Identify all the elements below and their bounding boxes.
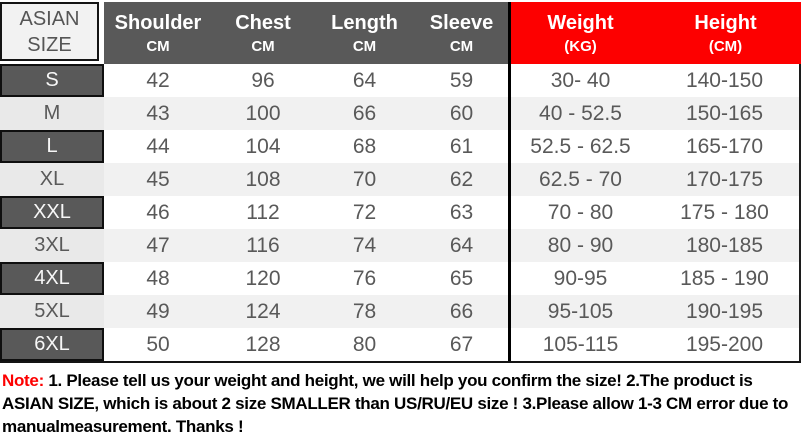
column-unit: (KG)	[564, 37, 597, 55]
sleeve-cell: 64	[415, 229, 508, 262]
shoulder-cell: 45	[104, 163, 212, 196]
size-cell: 4XL	[0, 262, 104, 295]
length-cell: 74	[314, 229, 415, 262]
height-cell: 190-195	[650, 295, 801, 328]
height-cell: 140-150	[650, 64, 801, 97]
height-cell: 165-170	[650, 130, 801, 163]
shoulder-cell: 50	[146, 332, 170, 356]
size-chart-table: ASIAN SIZE Shoulder CM Chest CM Length C…	[0, 0, 801, 363]
column-unit: CM	[352, 37, 377, 55]
shoulder-cell: 48	[146, 266, 170, 290]
column-unit: CM	[146, 37, 170, 55]
column-unit: CM	[449, 37, 474, 55]
weight-cell: 90-95	[508, 262, 650, 295]
weight-cell: 95-105	[508, 295, 650, 328]
chest-cell: 112	[246, 200, 280, 224]
note-label: Note:	[2, 371, 44, 390]
weight-cell: 52.5 - 62.5	[508, 130, 650, 163]
chest-cell: 120	[245, 266, 281, 290]
weight-cell: 30- 40	[508, 64, 650, 97]
column-label: Weight	[547, 11, 614, 34]
length-cell: 66	[314, 97, 415, 130]
size-cell: M	[0, 97, 104, 130]
length-cell: 72	[352, 200, 377, 224]
column-header-height: Height (CM)	[650, 2, 801, 64]
note-body: 1. Please tell us your weight and height…	[2, 371, 789, 436]
column-header-shoulder: Shoulder CM	[104, 2, 212, 64]
size-cell: 6XL	[0, 328, 104, 361]
sleeve-cell: 66	[415, 295, 508, 328]
height-cell: 185 - 190	[650, 262, 801, 295]
column-header-chest: Chest CM	[212, 2, 314, 64]
chest-cell: 128	[245, 332, 281, 356]
weight-cell: 40 - 52.5	[508, 97, 650, 130]
size-column-header: ASIAN SIZE	[0, 2, 99, 61]
chest-cell: 96	[251, 68, 275, 92]
length-cell: 64	[352, 68, 377, 92]
column-label: Sleeve	[429, 11, 494, 34]
shoulder-cell: 46	[146, 200, 170, 224]
sleeve-cell: 65	[449, 266, 474, 290]
column-unit: (CM)	[708, 37, 743, 55]
chest-cell: 108	[212, 163, 314, 196]
sleeve-cell: 61	[449, 134, 474, 158]
shoulder-cell: 43	[104, 97, 212, 130]
shoulder-cell: 49	[104, 295, 212, 328]
sleeve-cell: 63	[449, 200, 474, 224]
chest-cell: 100	[212, 97, 314, 130]
height-cell: 170-175	[650, 163, 801, 196]
column-label: Height	[694, 11, 757, 34]
height-cell: 175 - 180	[650, 196, 801, 229]
size-cell: 5XL	[0, 295, 104, 328]
sleeve-cell: 60	[415, 97, 508, 130]
height-cell: 180-185	[650, 229, 801, 262]
chest-cell: 124	[212, 295, 314, 328]
note-text: Note: 1. Please tell us your weight and …	[0, 363, 801, 438]
size-cell: XL	[0, 163, 104, 196]
size-header-line2: SIZE	[27, 33, 72, 56]
column-header-weight: Weight (KG)	[508, 2, 650, 64]
length-cell: 68	[352, 134, 377, 158]
weight-cell: 105-115	[508, 328, 650, 361]
length-cell: 78	[314, 295, 415, 328]
column-unit: CM	[251, 37, 275, 55]
size-cell: XXL	[0, 196, 104, 229]
column-label: Shoulder	[114, 11, 202, 34]
column-header-sleeve: Sleeve CM	[415, 2, 508, 64]
shoulder-cell: 47	[104, 229, 212, 262]
shoulder-cell: 44	[146, 134, 170, 158]
length-cell: 70	[314, 163, 415, 196]
length-cell: 76	[352, 266, 377, 290]
sleeve-cell: 59	[449, 68, 474, 92]
weight-cell: 80 - 90	[508, 229, 650, 262]
length-cell: 80	[352, 332, 377, 356]
size-header-line1: ASIAN	[19, 7, 80, 30]
column-label: Chest	[235, 11, 291, 34]
size-cell: S	[0, 64, 104, 97]
size-cell: 3XL	[0, 229, 104, 262]
height-cell: 195-200	[650, 328, 801, 361]
weight-cell: 62.5 - 70	[508, 163, 650, 196]
height-cell: 150-165	[650, 97, 801, 130]
weight-cell: 70 - 80	[508, 196, 650, 229]
sleeve-cell: 67	[449, 332, 474, 356]
shoulder-cell: 42	[146, 68, 170, 92]
chest-cell: 104	[245, 134, 281, 158]
chest-cell: 116	[212, 229, 314, 262]
column-label: Length	[331, 11, 398, 34]
size-cell: L	[0, 130, 104, 163]
column-header-length: Length CM	[314, 2, 415, 64]
sleeve-cell: 62	[415, 163, 508, 196]
